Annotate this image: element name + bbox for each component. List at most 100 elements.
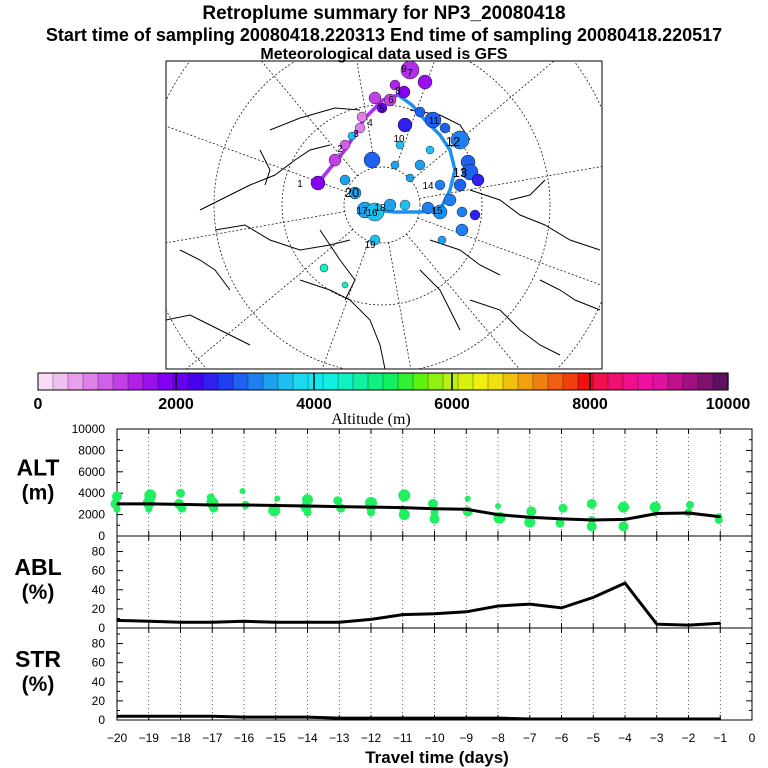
particle-marker — [469, 209, 481, 221]
particle-marker — [347, 131, 357, 141]
colorbar-cell — [262, 372, 279, 391]
colorbar-cell — [562, 372, 579, 391]
series-point — [655, 623, 658, 625]
series-point — [465, 717, 468, 719]
cluster-point — [206, 496, 219, 509]
panel-label: ALT — [16, 455, 59, 481]
trajectory-day-label: 15 — [431, 206, 443, 217]
colorbar-cell — [352, 372, 369, 391]
colorbar-cell — [97, 372, 114, 391]
colorbar-cells — [37, 372, 729, 391]
cluster-point — [303, 508, 312, 517]
particle-marker — [399, 199, 411, 211]
cluster-point — [586, 498, 597, 509]
colorbar-cell — [607, 372, 624, 391]
cluster-point — [239, 488, 246, 495]
colorbar-cell — [307, 372, 324, 391]
series-point — [338, 717, 341, 719]
series-point — [401, 717, 404, 719]
panel-unit-label: (%) — [22, 581, 55, 604]
trajectory-day-label: 4 — [367, 118, 373, 129]
trajectory-day-label: 16 — [366, 208, 378, 219]
particle-marker — [437, 235, 447, 245]
colorbar-tick-label: 6000 — [434, 396, 470, 413]
cluster-point — [618, 501, 629, 513]
panel-unit-label: (%) — [22, 673, 55, 696]
trajectory-day-label: 8 — [395, 86, 401, 97]
series-point — [116, 715, 118, 717]
coastline — [429, 239, 501, 276]
cluster-point — [333, 496, 343, 506]
colorbar-cell — [637, 372, 654, 391]
trajectory-day-label: 17 — [356, 206, 368, 217]
coastline — [166, 314, 251, 346]
particle-marker — [450, 130, 470, 150]
particle-marker — [389, 79, 401, 91]
colorbar-cell — [697, 372, 714, 391]
colorbar-cell — [652, 372, 669, 391]
series-point — [465, 610, 468, 613]
cluster-point — [145, 505, 153, 513]
series-point — [465, 508, 468, 511]
particle-marker — [425, 145, 435, 155]
latitude-circle — [166, 61, 602, 369]
series-point — [211, 715, 214, 717]
series-point — [211, 504, 214, 506]
colorbar-tick-label: 4000 — [296, 396, 332, 413]
series-point — [179, 503, 182, 506]
trajectory-path-upper — [316, 93, 399, 185]
series-point — [433, 507, 436, 510]
particle-marker — [319, 263, 329, 273]
colorbar-cell — [37, 372, 54, 391]
colorbar-cell — [547, 372, 564, 391]
panel-unit-label: (m) — [22, 482, 55, 505]
cluster-point — [112, 491, 122, 502]
cluster-point — [586, 521, 597, 532]
colorbar-cell — [442, 372, 459, 391]
cluster-point — [684, 508, 693, 517]
cluster-point — [113, 505, 121, 513]
series-point — [687, 718, 690, 720]
series-point — [179, 715, 182, 717]
meridian-line — [406, 233, 520, 369]
colorbar-cell — [577, 372, 594, 391]
particle-markers — [310, 61, 485, 289]
colorbar-cell — [337, 372, 354, 391]
colorbar-cell — [682, 372, 699, 391]
coastline — [539, 279, 601, 311]
cluster-point — [715, 513, 723, 521]
particle-marker — [405, 173, 415, 183]
colorbar-cell — [622, 372, 639, 391]
particle-marker — [456, 206, 468, 218]
coastline — [259, 149, 271, 186]
chart-title: Retroplume summary for NP3_20080418 — [202, 3, 566, 24]
colorbar-cell — [487, 372, 504, 391]
colorbar-cell — [112, 372, 129, 391]
x-tick-label: −19 — [139, 731, 160, 745]
y-tick-label: 80 — [92, 545, 106, 559]
series-point — [624, 582, 626, 584]
coastline — [419, 269, 461, 331]
colorbar-cell — [472, 372, 489, 391]
series-line — [117, 714, 721, 721]
series-point — [687, 512, 690, 514]
y-tick-label: 40 — [92, 583, 106, 597]
trajectory-day-label: 12 — [446, 134, 460, 149]
particle-marker — [397, 85, 411, 99]
trajectory-day-label: 11 — [429, 116, 440, 127]
cluster-point — [652, 510, 659, 517]
particle-marker — [455, 223, 469, 237]
coastline — [509, 179, 546, 201]
particle-marker — [310, 175, 326, 191]
colorbar-cell — [397, 372, 414, 391]
particle-marker — [383, 93, 397, 107]
colorbar-cell — [412, 372, 429, 391]
x-tick-label: −5 — [586, 731, 600, 745]
particle-marker — [356, 111, 368, 123]
coastline — [199, 144, 331, 211]
cluster-point — [524, 516, 536, 528]
particle-marker — [339, 139, 351, 151]
cluster-point — [209, 503, 219, 513]
particle-marker — [460, 154, 476, 170]
x-tick-label: −20 — [107, 731, 128, 745]
